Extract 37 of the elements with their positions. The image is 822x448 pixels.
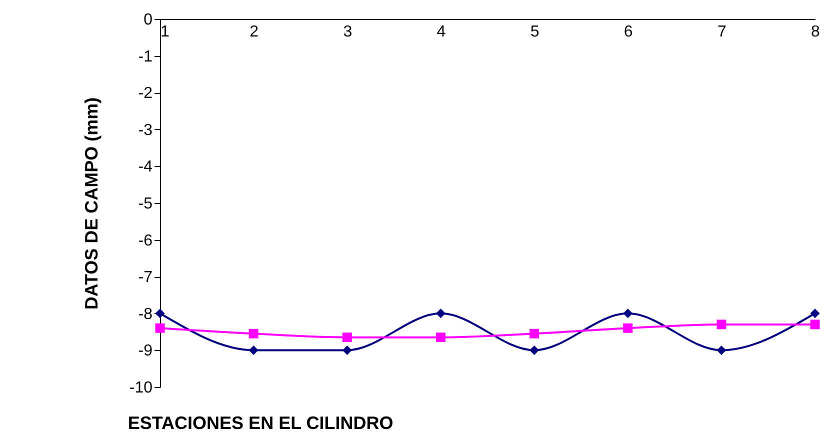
point: [623, 308, 633, 318]
y-axis-title: DATOS DE CAMPO (mm): [81, 97, 102, 310]
point: [342, 345, 352, 355]
y-tick-label: -1: [138, 48, 153, 66]
y-tick-label: -5: [138, 196, 153, 212]
x-tick-label: 5: [530, 24, 540, 40]
x-tick-label: 2: [250, 24, 259, 40]
x-axis-title: ESTACIONES EN EL CILINDRO: [128, 413, 394, 433]
y-tick-label: -7: [138, 269, 153, 286]
point: [248, 345, 258, 355]
point: [716, 345, 726, 355]
x-tick-label: 3: [343, 24, 352, 40]
point: [530, 345, 540, 355]
point: [810, 320, 820, 330]
y-tick-label: -9: [138, 342, 153, 360]
x-tick-label: 8: [811, 24, 820, 40]
x-tick-label: 4: [436, 24, 446, 40]
point: [530, 328, 540, 338]
point: [436, 332, 446, 342]
y-tick-label: -8: [138, 306, 153, 323]
y-tick-label: -10: [129, 380, 153, 396]
y-tick-label: 0: [144, 12, 153, 28]
point: [623, 323, 633, 333]
point: [248, 328, 258, 338]
x-tick-label: 6: [624, 24, 633, 40]
point: [716, 320, 726, 330]
y-tick-label: -2: [138, 85, 153, 102]
point: [155, 323, 165, 333]
point: [436, 308, 446, 318]
x-tick-label: 1: [160, 24, 170, 40]
y-tick-label: -6: [138, 232, 153, 250]
y-tick-label: -3: [138, 122, 153, 139]
point: [810, 308, 820, 318]
y-tick-label: -4: [138, 158, 153, 176]
point: [155, 308, 165, 318]
point: [342, 332, 352, 342]
x-tick-label: 7: [717, 24, 726, 40]
